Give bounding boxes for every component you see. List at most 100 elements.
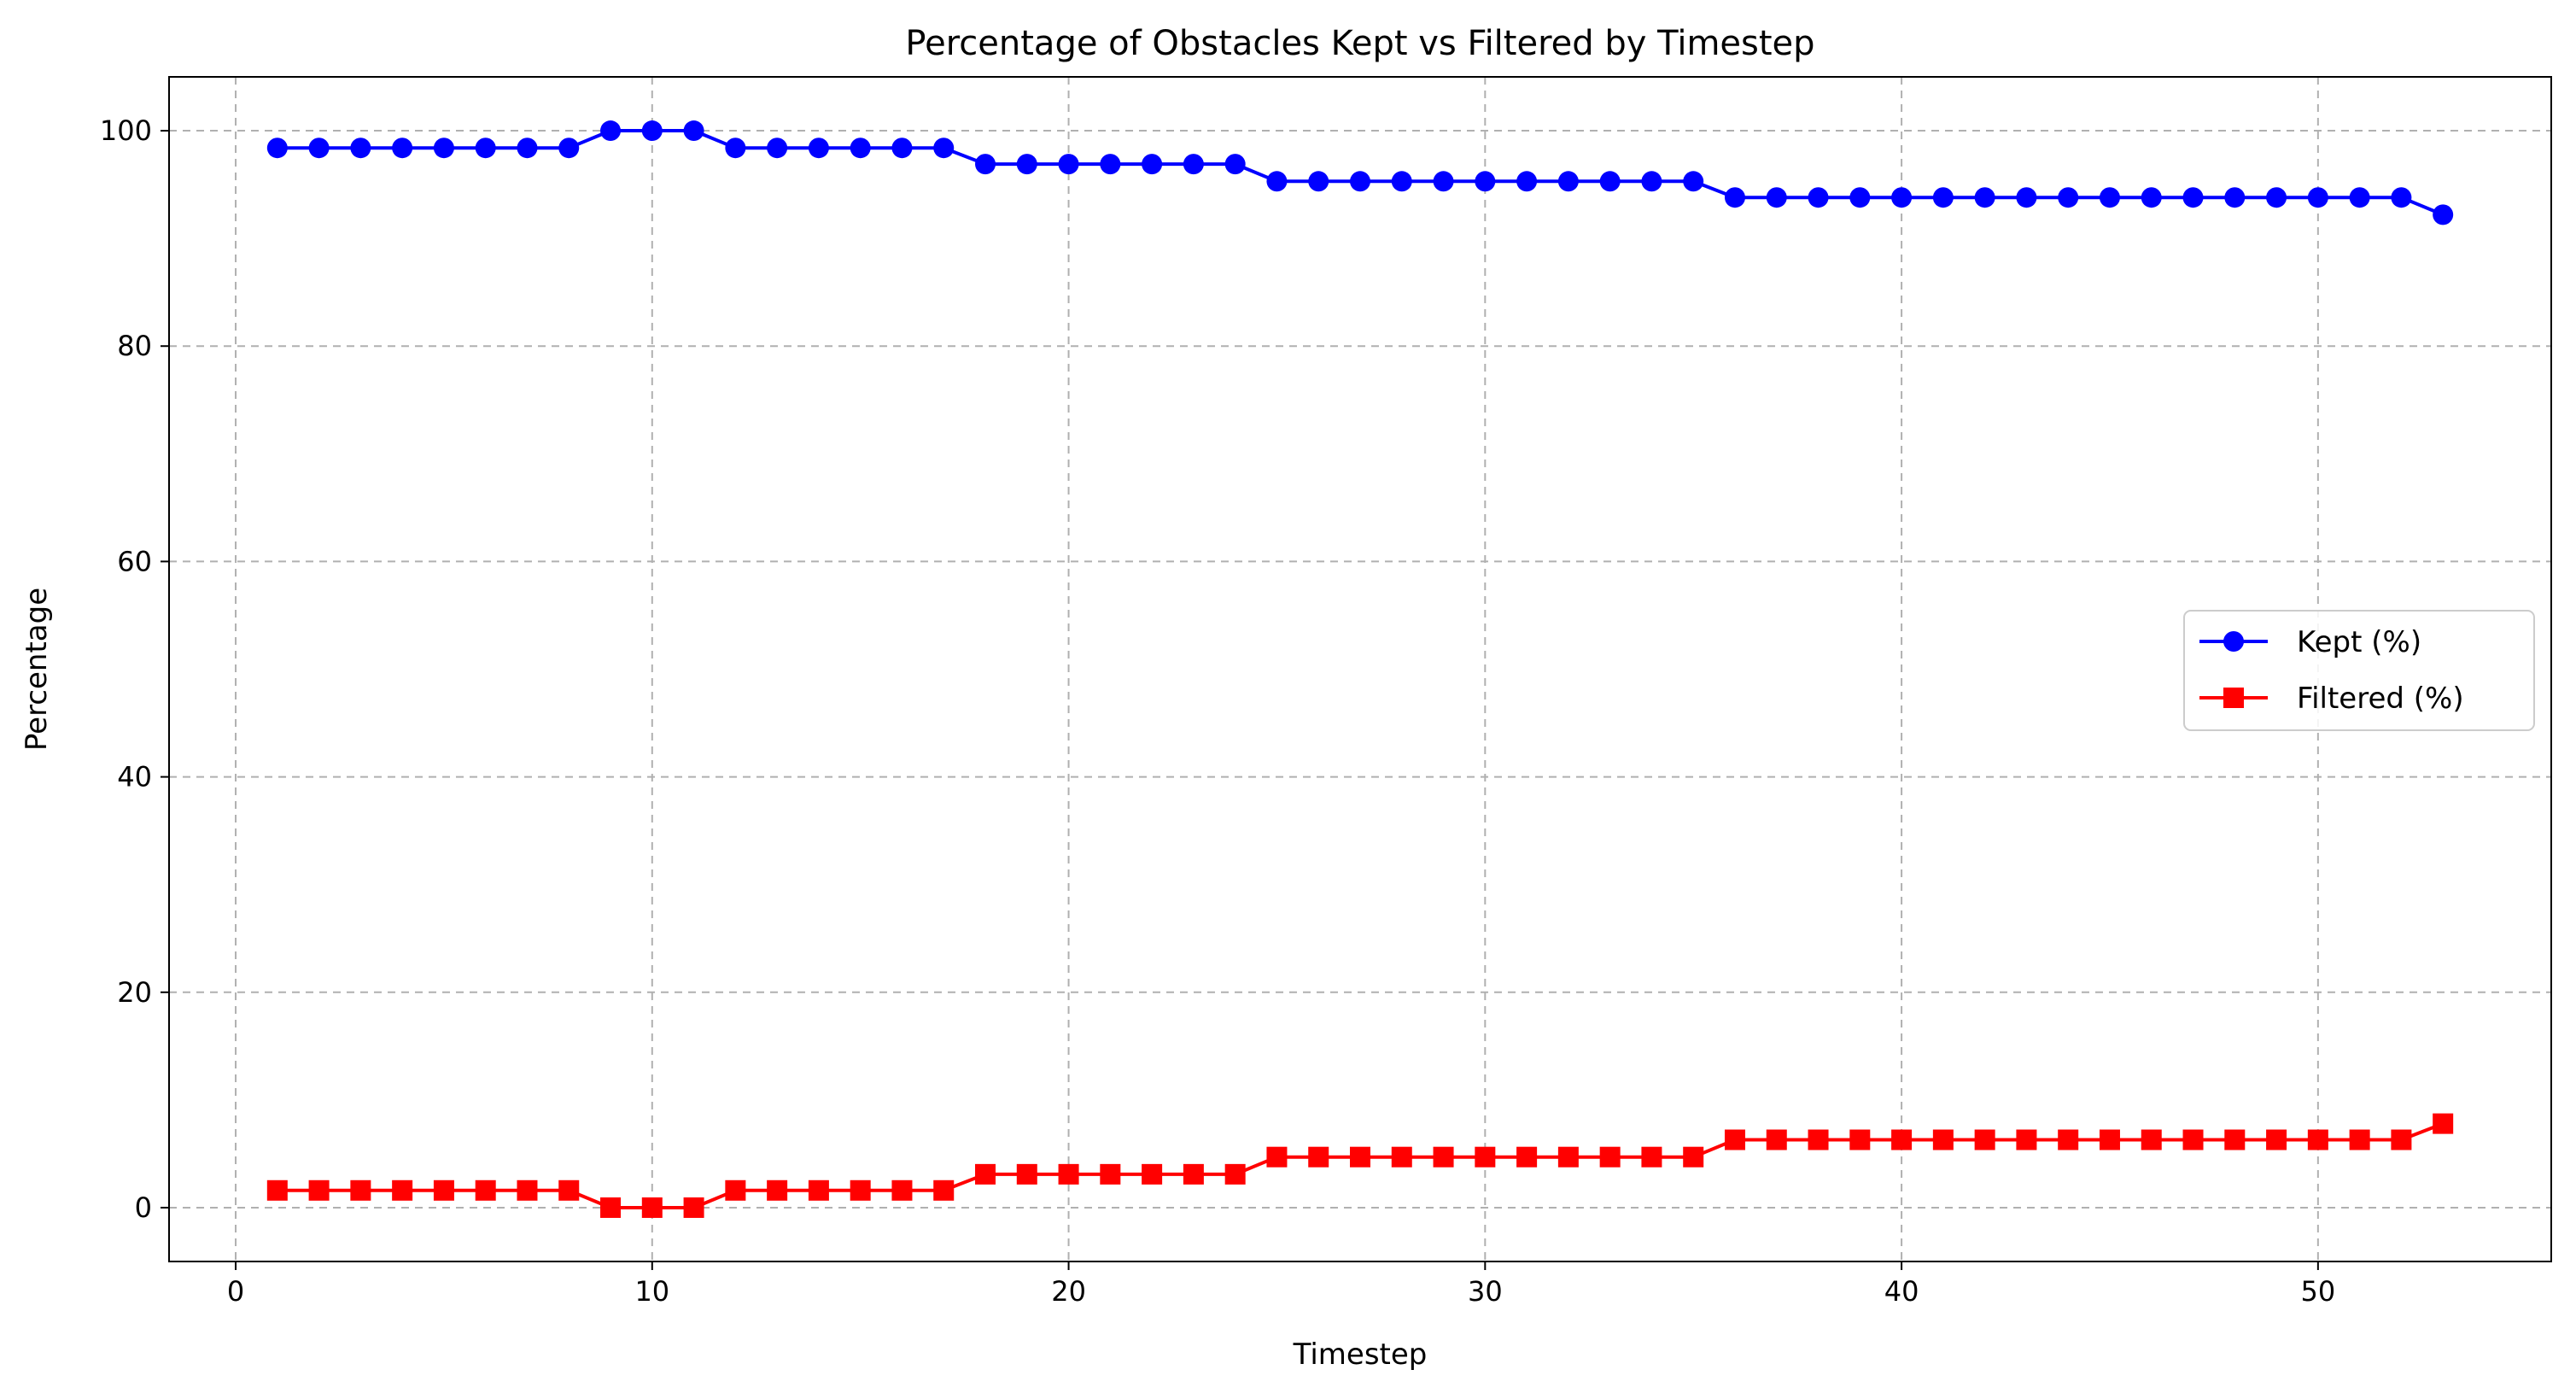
data-point — [641, 1197, 663, 1218]
data-point — [266, 1179, 288, 1201]
data-point — [2182, 187, 2204, 208]
data-point — [1058, 154, 1079, 175]
grid — [169, 77, 2551, 1261]
data-point — [558, 138, 580, 159]
y-axis-title: Percentage — [20, 588, 54, 751]
data-point — [2433, 1113, 2454, 1134]
data-point — [1683, 171, 1704, 192]
legend-item: Kept (%) — [2199, 625, 2421, 659]
data-point — [558, 1179, 580, 1201]
data-point — [725, 138, 746, 159]
data-point — [2224, 187, 2246, 208]
data-point — [1516, 1146, 1538, 1168]
data-point — [850, 138, 871, 159]
data-point — [1891, 187, 1913, 208]
data-point — [683, 120, 704, 142]
data-point — [1183, 1163, 1204, 1185]
data-point — [1475, 1146, 1496, 1168]
data-point — [2099, 1129, 2120, 1150]
legend-label: Filtered (%) — [2297, 682, 2464, 716]
chart-title: Percentage of Obstacles Kept vs Filtered… — [905, 24, 1814, 63]
data-point — [767, 1179, 788, 1201]
y-tick-label: 80 — [117, 330, 152, 362]
data-point — [1391, 1146, 1412, 1168]
legend: Kept (%) Filtered (%) — [2183, 610, 2535, 731]
data-point — [2266, 187, 2287, 208]
data-point — [350, 1179, 371, 1201]
data-point — [933, 1179, 955, 1201]
data-point — [2391, 187, 2412, 208]
data-point — [975, 1163, 996, 1185]
data-point — [1724, 187, 1745, 208]
data-point — [1557, 1146, 1579, 1168]
x-tick-label: 40 — [1884, 1275, 1919, 1308]
data-point — [1557, 171, 1579, 192]
data-point — [1142, 154, 1163, 175]
data-point — [1016, 154, 1037, 175]
data-point — [808, 1179, 829, 1201]
legend-marker — [2223, 631, 2244, 652]
data-point — [1475, 171, 1496, 192]
data-point — [2433, 204, 2454, 225]
data-point — [308, 1179, 330, 1201]
data-point — [1433, 1146, 1454, 1168]
data-point — [2016, 187, 2037, 208]
data-point — [1766, 187, 1787, 208]
data-point — [600, 1197, 622, 1218]
data-point — [1224, 154, 1246, 175]
data-point — [1516, 171, 1538, 192]
y-tick-label: 60 — [117, 545, 152, 577]
data-point — [2391, 1129, 2412, 1150]
data-point — [1308, 171, 1329, 192]
x-tick-label: 30 — [1468, 1275, 1503, 1308]
data-point — [350, 138, 371, 159]
data-point — [433, 1179, 454, 1201]
data-point — [517, 138, 538, 159]
data-point — [2016, 1129, 2037, 1150]
data-point — [891, 138, 913, 159]
data-point — [308, 138, 330, 159]
y-tick-label: 100 — [100, 114, 152, 147]
data-point — [1891, 1129, 1913, 1150]
data-point — [1142, 1163, 1163, 1185]
data-point — [2224, 1129, 2246, 1150]
data-point — [975, 154, 996, 175]
x-tick-label: 0 — [227, 1275, 244, 1308]
data-point — [891, 1179, 913, 1201]
data-point — [1308, 1146, 1329, 1168]
data-point — [2307, 187, 2328, 208]
legend-marker — [2223, 688, 2244, 708]
data-point — [1350, 1146, 1370, 1168]
data-point — [266, 138, 288, 159]
data-point — [1100, 1163, 1121, 1185]
data-point — [2058, 187, 2079, 208]
x-axis-title: Timestep — [1293, 1338, 1428, 1372]
x-tick-label: 10 — [634, 1275, 669, 1308]
data-point — [2349, 187, 2370, 208]
data-point — [641, 120, 663, 142]
data-point — [1183, 154, 1204, 175]
data-point — [392, 138, 413, 159]
data-point — [392, 1179, 413, 1201]
data-point — [1100, 154, 1121, 175]
data-point — [1974, 187, 1995, 208]
series-layer — [266, 120, 2454, 1218]
data-point — [475, 138, 496, 159]
data-point — [2349, 1129, 2370, 1150]
data-point — [1641, 171, 1662, 192]
data-point — [1433, 171, 1454, 192]
y-tick-label: 20 — [117, 976, 152, 1009]
legend-box — [2183, 610, 2535, 731]
y-tick-label: 40 — [117, 761, 152, 793]
data-point — [2141, 187, 2162, 208]
data-point — [1974, 1129, 1995, 1150]
data-point — [1350, 171, 1370, 192]
data-point — [1808, 187, 1829, 208]
data-point — [683, 1197, 704, 1218]
data-point — [933, 138, 955, 159]
data-point — [600, 120, 622, 142]
data-point — [1641, 1146, 1662, 1168]
data-point — [1599, 171, 1621, 192]
